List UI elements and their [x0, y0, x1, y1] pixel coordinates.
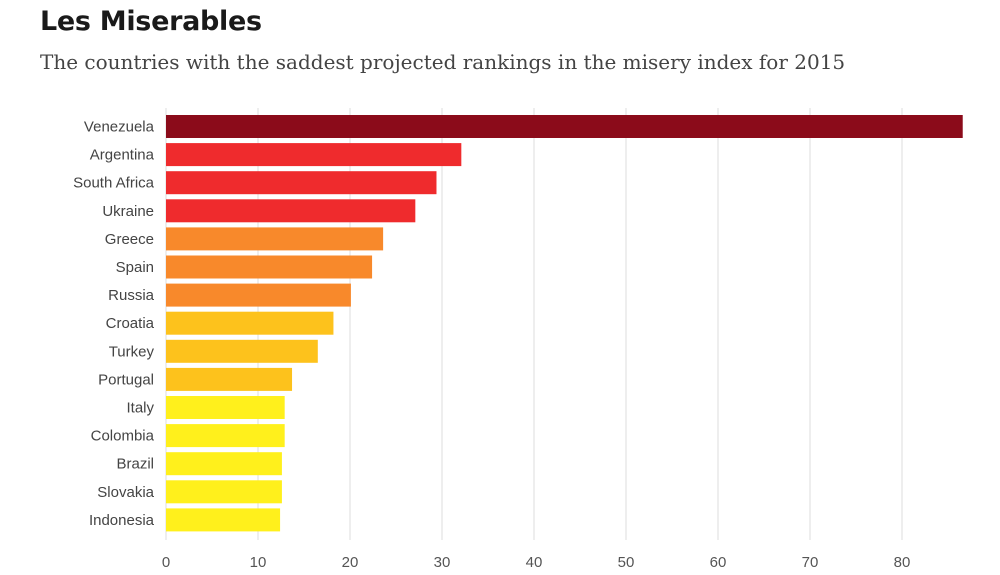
category-label-ukraine: Ukraine	[102, 203, 154, 220]
x-tick-label-70: 70	[802, 554, 819, 571]
bar-ukraine	[166, 199, 416, 223]
category-label-greece: Greece	[105, 231, 154, 248]
bar-spain	[166, 255, 373, 279]
gridlines	[165, 108, 903, 540]
category-label-russia: Russia	[108, 287, 155, 304]
chart-title: Les Miserables	[40, 6, 262, 37]
x-tick-label-80: 80	[894, 554, 911, 571]
category-label-portugal: Portugal	[98, 371, 154, 388]
category-label-indonesia: Indonesia	[89, 512, 155, 529]
category-label-brazil: Brazil	[116, 456, 154, 473]
bar-indonesia	[166, 508, 281, 532]
x-tick-label-60: 60	[710, 554, 727, 571]
x-tick-label-20: 20	[342, 554, 359, 571]
category-label-spain: Spain	[116, 259, 154, 276]
category-label-turkey: Turkey	[109, 343, 155, 360]
bars	[166, 115, 963, 532]
category-label-croatia: Croatia	[106, 315, 155, 332]
bar-venezuela	[166, 115, 963, 138]
bar-colombia	[166, 424, 285, 448]
bar-italy	[166, 396, 285, 419]
x-tick-label-0: 0	[162, 554, 170, 571]
bar-croatia	[166, 311, 334, 335]
category-label-south-africa: South Africa	[73, 175, 155, 192]
bar-turkey	[166, 339, 318, 363]
category-label-venezuela: Venezuela	[84, 119, 155, 136]
category-label-slovakia: Slovakia	[97, 484, 154, 501]
bar-portugal	[166, 367, 293, 391]
bar-russia	[166, 283, 351, 307]
category-label-colombia: Colombia	[91, 428, 155, 445]
x-tick-label-40: 40	[526, 554, 543, 571]
bar-brazil	[166, 452, 282, 476]
bar-south-africa	[166, 171, 437, 195]
bar-slovakia	[166, 480, 282, 504]
x-tick-label-30: 30	[434, 554, 451, 571]
x-tick-label-10: 10	[250, 554, 267, 571]
x-tick-label-50: 50	[618, 554, 635, 571]
category-label-argentina: Argentina	[90, 147, 155, 164]
category-label-italy: Italy	[126, 400, 154, 417]
chart-subtitle: The countries with the saddest projected…	[40, 50, 846, 74]
category-labels: Venezuela Argentina South Africa Ukraine Gre…	[73, 119, 155, 529]
bar-greece	[166, 227, 384, 251]
x-axis-ticks: 0 10 20 30 40 50 60 70 80	[162, 554, 911, 571]
bar-argentina	[166, 143, 462, 167]
